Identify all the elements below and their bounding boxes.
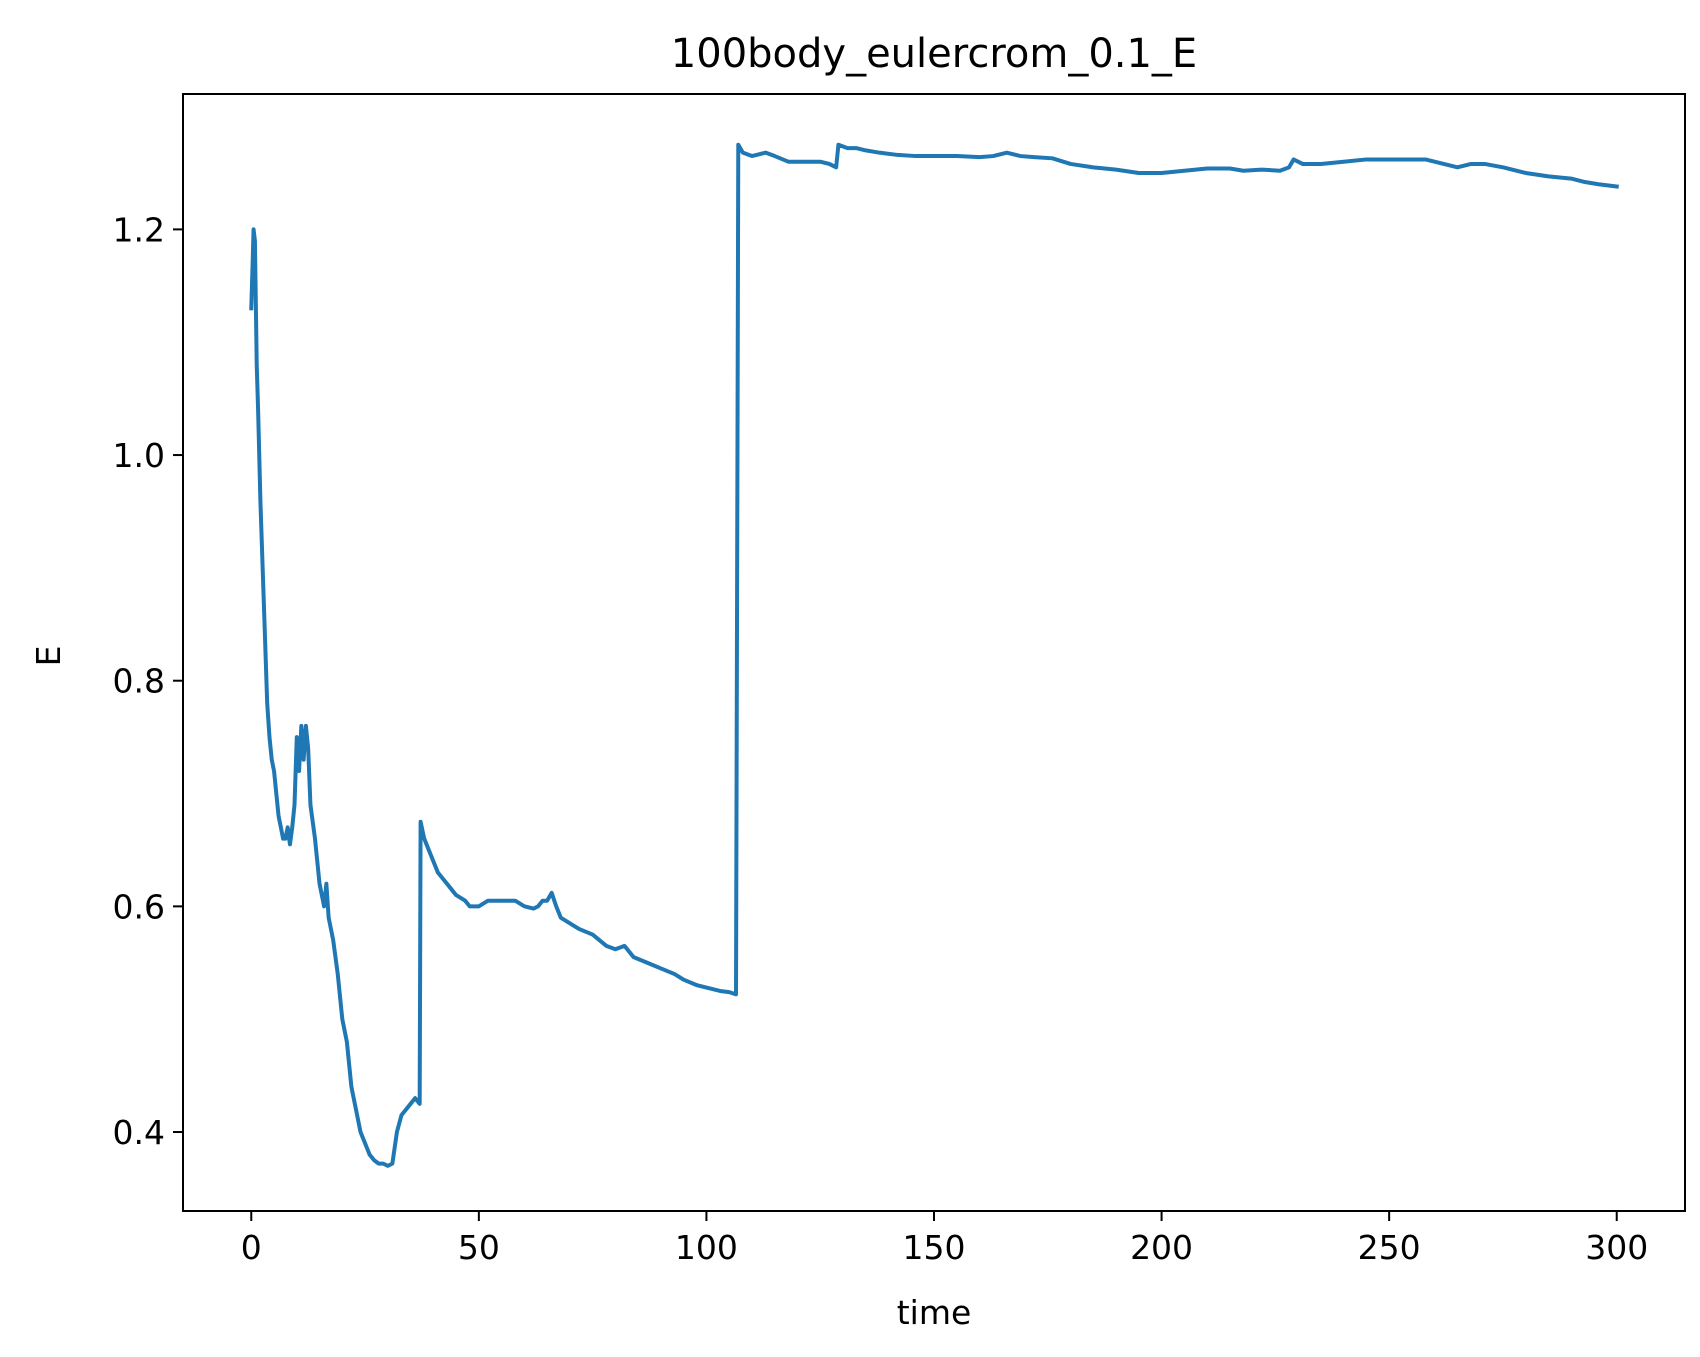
y-tick-label: 1.2 [113, 210, 165, 249]
y-axis-label: E [29, 646, 68, 667]
y-tick-label: 0.6 [113, 887, 165, 926]
chart-title: 100body_eulercrom_0.1_E [671, 31, 1197, 77]
x-tick-label: 100 [675, 1228, 738, 1267]
plot-area [249, 142, 1619, 1168]
y-tick-label: 1.0 [113, 436, 165, 475]
x-tick-label: 0 [241, 1228, 262, 1267]
x-tick-label: 250 [1358, 1228, 1421, 1267]
y-tick-label: 0.8 [113, 662, 165, 701]
x-axis-label: time [897, 1293, 972, 1332]
y-tick-label: 0.4 [113, 1113, 165, 1152]
x-tick-label: 50 [458, 1228, 500, 1267]
series-line [249, 142, 1619, 1168]
x-tick-label: 150 [903, 1228, 966, 1267]
x-tick-label: 200 [1130, 1228, 1193, 1267]
x-axis: 0 50 100 150 200 250 300 [241, 1211, 1648, 1267]
y-axis: 0.4 0.6 0.8 1.0 1.2 [113, 210, 183, 1152]
x-tick-label: 300 [1585, 1228, 1648, 1267]
